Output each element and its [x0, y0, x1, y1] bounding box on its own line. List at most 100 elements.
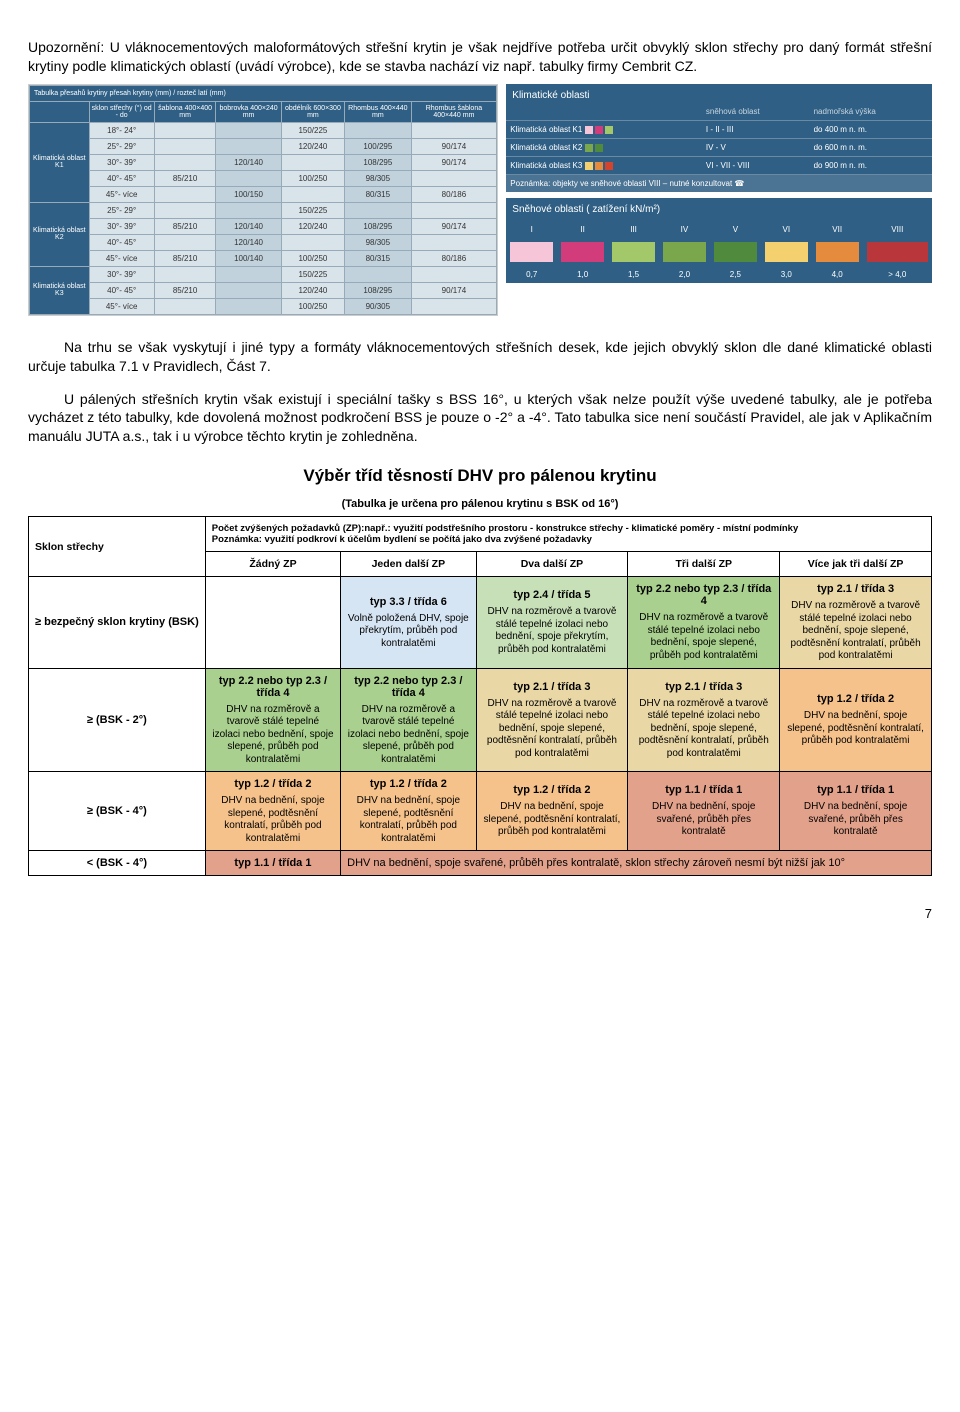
dhv-cell-body: DHV na rozměrově a tvarově stálé tepelné…: [639, 612, 768, 661]
klim-header: sněhová oblast: [702, 103, 810, 121]
snow-col: IV: [659, 221, 710, 238]
cembrit-cell: [411, 266, 497, 282]
dhv-cell: typ 1.2 / třída 2DHV na bednění, spoje s…: [476, 772, 628, 851]
dhv-cell-title: typ 1.2 / třída 2: [347, 778, 469, 790]
intro-paragraph: Upozornění: U vláknocementových maloform…: [28, 38, 932, 76]
cembrit-cell: 80/315: [345, 250, 411, 266]
cembrit-col: obdélník 600×300 mm: [281, 101, 345, 122]
cembrit-cell: [216, 138, 281, 154]
snow-col: VII: [812, 221, 863, 238]
dhv-header-note: Počet zvýšených požadavků (ZP):např.: vy…: [205, 517, 931, 552]
cembrit-cell: [411, 122, 497, 138]
dhv-cell: typ 2.2 nebo typ 2.3 / třída 4 DHV na roz…: [205, 668, 340, 772]
cembrit-cell: [154, 154, 216, 170]
cembrit-angle: 25°- 29°: [89, 202, 154, 218]
dhv-cell-title: typ 2.4 / třída 5: [483, 589, 622, 601]
cembrit-cell: 80/315: [345, 186, 411, 202]
dhv-cell-title: typ 1.2 / třída 2: [483, 784, 622, 796]
dhv-table: Výběr tříd těsností DHV pro pálenou kryt…: [28, 460, 932, 876]
cembrit-angle: 18°- 24°: [89, 122, 154, 138]
klim-swatch: [595, 162, 603, 170]
dhv-row-label: ≥ (BSK - 4°): [29, 772, 206, 851]
cembrit-zone-label: Klimatická oblast K1: [30, 122, 90, 202]
dhv-cell: typ 2.1 / třída 3DHV na rozměrově a tvar…: [476, 668, 628, 772]
cembrit-left-table: Tabulka přesahů krytiny přesah krytiny (…: [28, 84, 498, 316]
cembrit-cell: 85/210: [154, 218, 216, 234]
klim-swatch: [595, 126, 603, 134]
dhv-cell: typ 1.1 / třída 1DHV na bednění, spoje s…: [780, 772, 932, 851]
dhv-cell-body: DHV na bednění, spoje svařené, průběh př…: [804, 801, 907, 837]
cembrit-cell: [154, 138, 216, 154]
dhv-cell: typ 2.4 / třída 5 DHV na rozměrově a tvar…: [476, 577, 628, 669]
snow-val: > 4,0: [863, 266, 932, 283]
cembrit-angle: 30°- 39°: [89, 266, 154, 282]
cembrit-cell: [216, 170, 281, 186]
dhv-col-header: Žádný ZP: [205, 552, 340, 577]
cembrit-cell: [216, 266, 281, 282]
snow-swatch: [816, 242, 859, 262]
cembrit-cell: 100/250: [281, 250, 345, 266]
dhv-cell: typ 1.2 / třída 2DHV na bednění, spoje s…: [205, 772, 340, 851]
cembrit-cell: [411, 298, 497, 314]
dhv-cell: typ 2.1 / třída 3DHV na rozměrově a tvar…: [628, 668, 780, 772]
cembrit-cell: [281, 186, 345, 202]
klim-note: Poznámka: objekty ve sněhové oblasti VII…: [506, 174, 932, 192]
klim-header: [506, 103, 702, 121]
dhv-col-header: Tři další ZP: [628, 552, 780, 577]
cembrit-cell: 150/225: [281, 202, 345, 218]
cembrit-cell: 150/225: [281, 122, 345, 138]
snow-col: III: [608, 221, 659, 238]
dhv-subtitle: (Tabulka je určena pro pálenou krytinu s…: [29, 492, 932, 517]
cembrit-cell: 108/295: [345, 218, 411, 234]
cembrit-col: šablona 400×400 mm: [154, 101, 216, 122]
cembrit-cell: [411, 234, 497, 250]
dhv-cell-body: DHV na rozměrově a tvarově stálé tepelné…: [212, 704, 333, 765]
cembrit-cell: 120/140: [216, 218, 281, 234]
snow-swatch: [714, 242, 757, 262]
dhv-cell-body: DHV na rozměrově a tvarově stálé tepelné…: [487, 606, 616, 655]
cembrit-cell: [154, 122, 216, 138]
klim-swatch: [595, 144, 603, 152]
dhv-cell: typ 1.2 / třída 2DHV na bednění, spoje s…: [341, 772, 476, 851]
cembrit-cell: [345, 266, 411, 282]
klim-swatch: [585, 126, 593, 134]
dhv-last-cell0: typ 1.1 / třída 1: [205, 851, 340, 876]
dhv-cell-body: DHV na rozměrově a tvarově stálé tepelné…: [487, 698, 617, 759]
dhv-cell-title: typ 2.2 nebo typ 2.3 / třída 4: [634, 583, 773, 607]
cembrit-cell: 120/240: [281, 282, 345, 298]
cembrit-col: Rhombus šablona 400×440 mm: [411, 101, 497, 122]
cembrit-col: bobrovka 400×240 mm: [216, 101, 281, 122]
cembrit-tables: Tabulka přesahů krytiny přesah krytiny (…: [28, 84, 932, 316]
snow-val: 4,0: [812, 266, 863, 283]
paragraph-2: U pálených střešních krytin však existuj…: [28, 390, 932, 447]
cembrit-cell: 80/186: [411, 250, 497, 266]
klim-zone: Klimatická oblast K3: [506, 156, 702, 174]
klim-alt: do 400 m n. m.: [810, 120, 932, 138]
dhv-cell-title: typ 2.2 nebo typ 2.3 / třída 4: [212, 675, 334, 699]
dhv-cell-body: DHV na bednění, spoje svařené, průběh př…: [652, 801, 755, 837]
cembrit-zone-label: Klimatická oblast K3: [30, 266, 90, 314]
cembrit-cell: 108/295: [345, 154, 411, 170]
dhv-row-header: Sklon střechy: [29, 517, 206, 577]
snow-swatch: [663, 242, 706, 262]
dhv-cell: typ 3.3 / třída 6Volně položená DHV, spo…: [341, 577, 476, 669]
klim-header: nadmořská výška: [810, 103, 932, 121]
dhv-cell: typ 2.2 nebo typ 2.3 / třída 4 DHV na roz…: [628, 577, 780, 669]
snow-swatch: [561, 242, 604, 262]
dhv-cell-title: typ 2.1 / třída 3: [634, 681, 773, 693]
cembrit-angle: 40°- 45°: [89, 234, 154, 250]
klim-zone: Klimatická oblast K2: [506, 138, 702, 156]
cembrit-cell: [216, 298, 281, 314]
dhv-cell-title: typ 1.2 / třída 2: [212, 778, 334, 790]
cembrit-right: Klimatické oblasti sněhová oblastnadmořs…: [506, 84, 932, 316]
cembrit-cell: [281, 154, 345, 170]
dhv-title: Výběr tříd těsností DHV pro pálenou kryt…: [29, 460, 932, 492]
cembrit-angle: 40°- 45°: [89, 282, 154, 298]
cembrit-col: sklon střechy (°) od - do: [89, 101, 154, 122]
cembrit-cell: [411, 170, 497, 186]
cembrit-cell: 150/225: [281, 266, 345, 282]
dhv-col-header: Dva další ZP: [476, 552, 628, 577]
cembrit-cell: [216, 202, 281, 218]
dhv-cell-body: DHV na rozměrově a tvarově stálé tepelné…: [348, 704, 469, 765]
snow-swatch: [510, 242, 553, 262]
